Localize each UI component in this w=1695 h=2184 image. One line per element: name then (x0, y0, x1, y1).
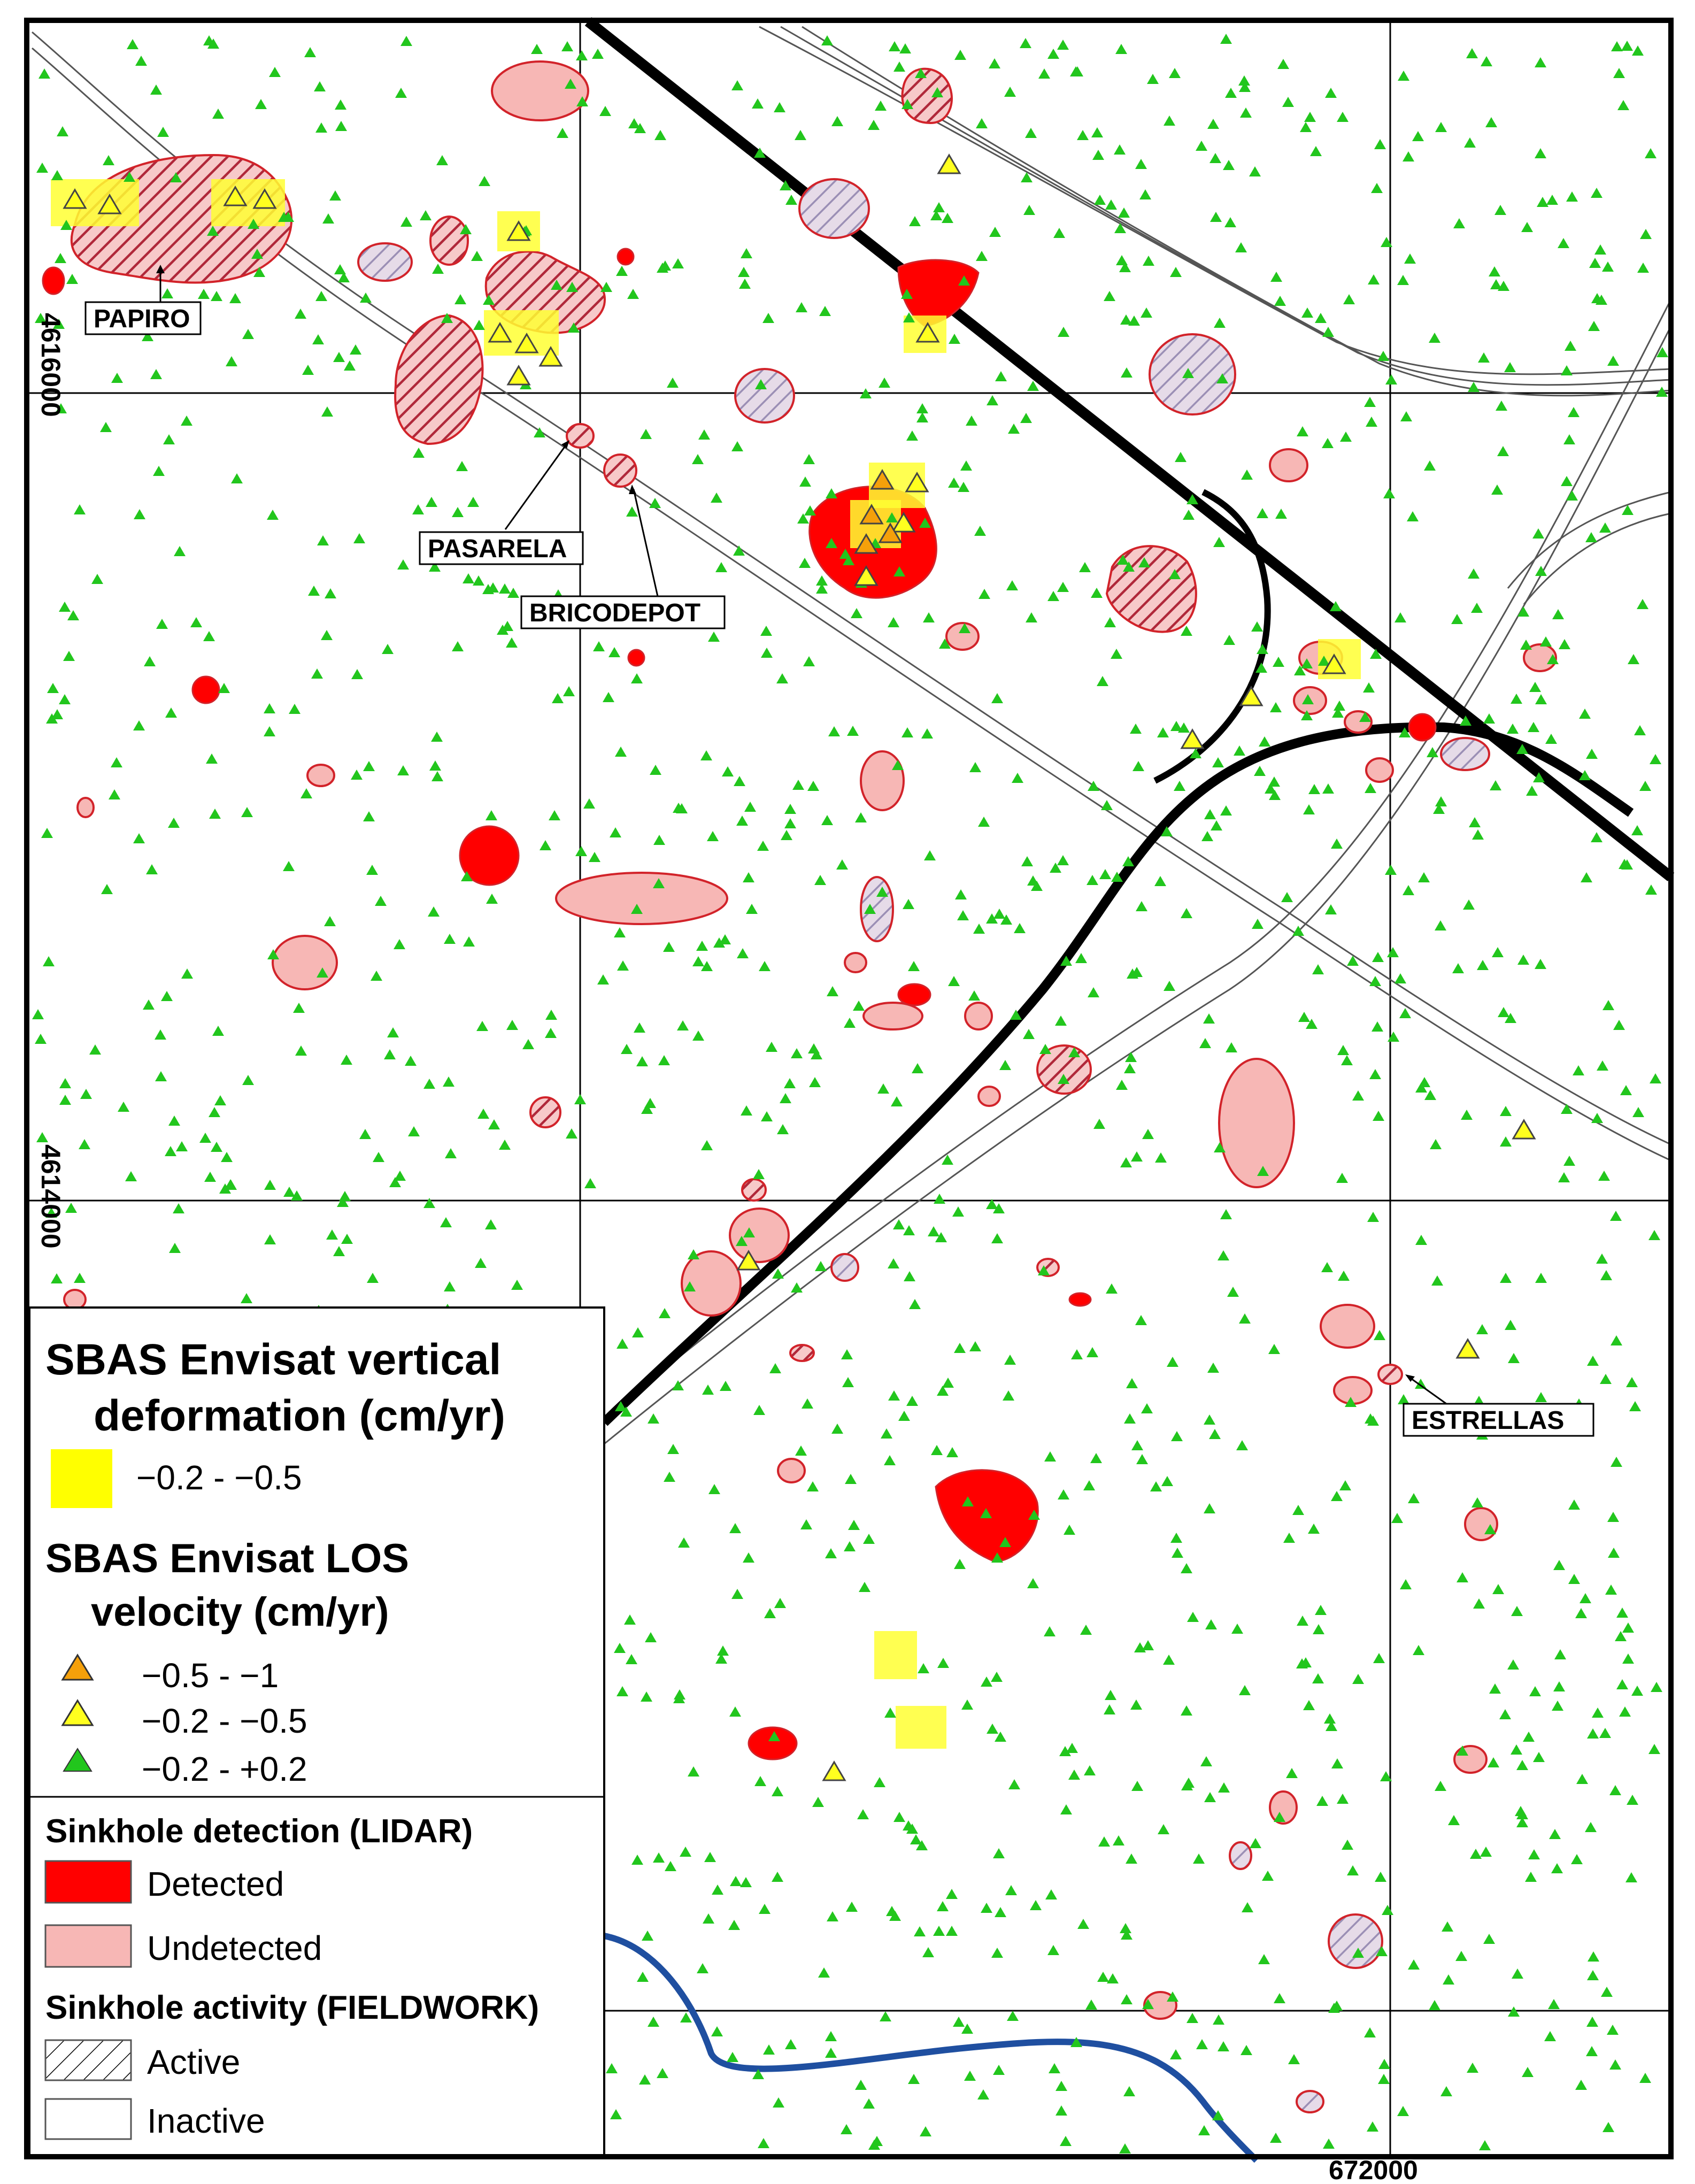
legend-inactive-label: Inactive (147, 2102, 265, 2140)
legend-vertical-title-2: deformation (cm/yr) (94, 1391, 505, 1440)
legend-undetected-label: Undetected (147, 1929, 322, 1967)
label-papiro: PAPIRO (94, 305, 190, 333)
legend-los-orange-icon (61, 1654, 94, 1681)
legend-los-item-3: −0.2 - +0.2 (142, 1750, 307, 1788)
legend-los-yellow-icon (61, 1699, 94, 1726)
legend-vertical-title-1: SBAS Envisat vertical (45, 1335, 501, 1384)
legend-vertical-item: −0.2 - −0.5 (136, 1458, 302, 1497)
label-pasarela-box (419, 531, 584, 565)
los-yellow-triangles (63, 153, 1536, 1781)
label-bricodepot-box (520, 595, 726, 629)
legend-los-title-2: velocity (cm/yr) (91, 1589, 389, 1635)
label-papiro-box (84, 301, 202, 335)
legend-los-green-icon (63, 1748, 93, 1772)
legend-los-item-1: −0.5 - −1 (142, 1656, 279, 1695)
label-bricodepot: BRICODEPOT (529, 599, 700, 627)
los-orange-triangles (854, 469, 903, 554)
legend-fieldwork-title: Sinkhole activity (FIELDWORK) (45, 1989, 539, 2026)
railways (584, 17, 1675, 1426)
roads (32, 26, 1672, 1445)
legend-detected-swatch (44, 1860, 132, 1904)
detected-sinkholes (42, 248, 1437, 1760)
legend-lidar-title: Sinkhole detection (LIDAR) (45, 1813, 473, 1850)
legend-inactive-swatch (44, 2098, 132, 2140)
label-estrellas-box (1403, 1403, 1594, 1437)
map-border (24, 18, 1674, 2159)
legend-los-item-2: −0.2 - −0.5 (142, 1702, 307, 1740)
easting-label: 672000 (1329, 2155, 1418, 2184)
legend-undetected-swatch (44, 1924, 132, 1968)
legend-active-label: Active (147, 2043, 240, 2081)
river (603, 1933, 1259, 2163)
legend-active-swatch (44, 2039, 132, 2081)
legend-vertical-swatch (51, 1449, 112, 1508)
label-estrellas: ESTRELLAS (1412, 1406, 1564, 1435)
place-labels: PAPIRO PASARELA BRICODEPOT ESTRELLAS (84, 265, 1594, 1437)
legend: SBAS Envisat vertical deformation (cm/yr… (28, 1306, 605, 2156)
legend-detected-label: Detected (147, 1865, 284, 1903)
label-pasarela: PASARELA (428, 535, 567, 563)
undetected-sinkholes (63, 60, 1557, 2020)
northing-lower-label: 4614000 (36, 1144, 66, 1249)
northing-upper-label: 4616000 (36, 313, 66, 417)
legend-los-title-1: SBAS Envisat LOS (45, 1536, 409, 1581)
